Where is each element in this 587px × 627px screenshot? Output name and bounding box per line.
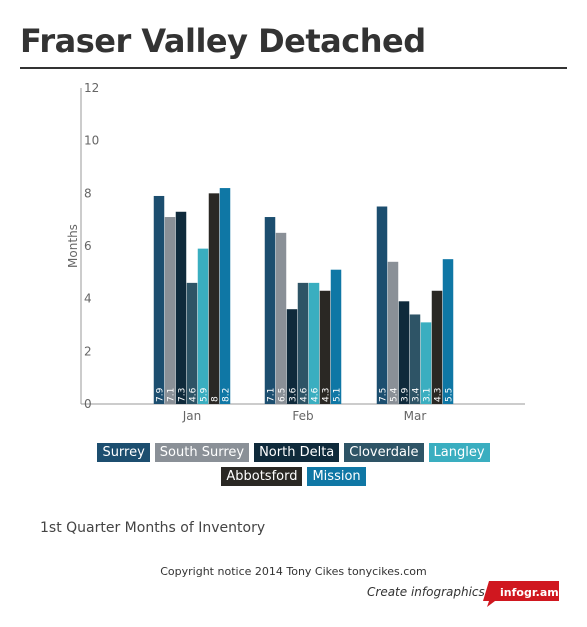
y-tick-label: 6 — [84, 239, 92, 253]
x-tick-label: Mar — [404, 409, 427, 423]
bar — [398, 301, 410, 404]
bar-data-label: 4.3 — [434, 388, 444, 402]
bar-data-label: 6.5 — [278, 388, 288, 402]
bar — [286, 309, 298, 404]
bar-data-label: 4.6 — [300, 387, 310, 402]
bar-data-label: 5.9 — [200, 387, 210, 402]
legend-row: Surrey South Surrey North Delta Cloverdale L… — [0, 443, 587, 462]
bar-data-label: 8.2 — [222, 388, 232, 402]
chart-subtitle: 1st Quarter Months of Inventory — [40, 520, 266, 536]
bar — [319, 290, 331, 404]
title-divider — [20, 67, 567, 69]
bar — [153, 195, 165, 404]
bar-data-label: 4.3 — [322, 388, 332, 402]
bar-data-label: 7.5 — [379, 388, 389, 402]
bar — [197, 248, 209, 404]
bar — [297, 282, 309, 404]
bar — [186, 282, 198, 404]
infogram-badge-label[interactable]: infogr.am — [500, 586, 559, 599]
y-tick-label: 2 — [84, 344, 92, 358]
bar — [275, 232, 287, 404]
bar — [308, 282, 320, 404]
bar-chart: Months 7.9 7.1 7.3 4.6 5.9 8 8.2 7.1 6.5 3.6 4.6 4.… — [66, 81, 525, 423]
y-tick-label: 0 — [84, 397, 92, 411]
bar-data-label: 8 — [211, 396, 221, 402]
bar-data-label: 4.6 — [189, 387, 199, 402]
bar-data-label: 7.3 — [178, 388, 188, 402]
bar — [387, 261, 399, 404]
y-tick-label: 10 — [84, 134, 99, 148]
create-infographics-link[interactable]: Create infographics — [367, 585, 485, 599]
legend-item[interactable]: North Delta — [254, 443, 340, 462]
legend-item[interactable]: South Surrey — [154, 443, 250, 462]
bar-data-label: 7.1 — [167, 388, 177, 402]
bar — [175, 211, 187, 404]
bar — [208, 193, 220, 404]
chart-bar-labels: 7.9 7.1 7.3 4.6 5.9 8 8.2 7.1 6.5 3.6 4.6 4.6 4.3 5.1… — [156, 387, 455, 402]
page-title: Fraser Valley Detached — [20, 22, 426, 60]
bar-data-label: 4.6 — [311, 387, 321, 402]
bar — [376, 206, 388, 404]
bar-data-label: 7.1 — [267, 388, 277, 402]
bar — [420, 322, 432, 404]
bar-data-label: 3.9 — [401, 387, 411, 402]
x-tick-label: Feb — [292, 409, 313, 423]
legend-item[interactable]: Surrey — [97, 443, 150, 462]
bar-data-label: 3.4 — [412, 387, 422, 402]
bar — [264, 217, 276, 404]
bar-data-label: 3.6 — [289, 387, 299, 402]
bar — [409, 314, 421, 404]
legend-item[interactable]: Abbotsford — [221, 467, 303, 486]
legend-row: Abbotsford Mission — [0, 467, 587, 486]
bar-data-label: 5.1 — [333, 388, 343, 402]
legend-item[interactable]: Langley — [428, 443, 490, 462]
infogram-badge[interactable] — [483, 581, 559, 607]
bar-data-label: 5.4 — [390, 387, 400, 402]
bar — [431, 290, 443, 404]
bar — [164, 217, 176, 404]
bar-data-label: 3.1 — [423, 388, 433, 402]
bar-data-label: 5.5 — [445, 388, 455, 402]
y-tick-label: 8 — [84, 186, 92, 200]
bar — [330, 269, 342, 404]
chart-legend: Surrey South Surrey North Delta Cloverdale L… — [0, 443, 587, 491]
copyright-notice: Copyright notice 2014 Tony Cikes tonycik… — [160, 565, 427, 578]
chart-bars — [153, 188, 454, 404]
y-tick-label: 4 — [84, 292, 92, 306]
chart-ticks: 0 2 4 6 8 10 12 Jan Feb Mar — [84, 81, 426, 423]
bar — [219, 188, 231, 404]
legend-item[interactable]: Mission — [307, 467, 366, 486]
legend-item[interactable]: Cloverdale — [344, 443, 424, 462]
y-tick-label: 12 — [84, 81, 99, 95]
bar — [442, 259, 454, 404]
y-axis-label: Months — [66, 224, 80, 268]
x-tick-label: Jan — [182, 409, 202, 423]
bar-data-label: 7.9 — [156, 387, 166, 402]
